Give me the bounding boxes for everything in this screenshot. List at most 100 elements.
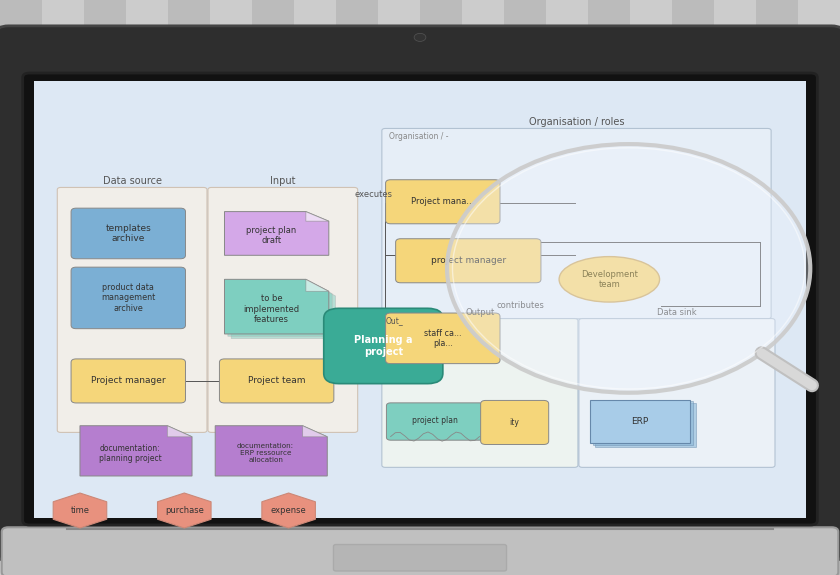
Text: Organisation / roles: Organisation / roles (528, 117, 624, 127)
Bar (630, 161, 672, 202)
Bar (378, 327, 420, 368)
Bar (420, 451, 462, 492)
Text: Output: Output (465, 308, 495, 317)
Bar (798, 451, 840, 492)
Bar (504, 534, 546, 575)
Bar (546, 161, 588, 202)
Bar (504, 161, 546, 202)
FancyBboxPatch shape (386, 313, 500, 363)
Bar (672, 492, 714, 534)
Bar (336, 78, 378, 120)
FancyBboxPatch shape (595, 403, 696, 447)
Bar (798, 327, 840, 368)
Bar (672, 161, 714, 202)
Bar (714, 0, 756, 37)
Bar (630, 285, 672, 327)
Bar (294, 120, 336, 161)
Bar (168, 202, 210, 244)
Bar (0, 78, 42, 120)
Bar (504, 202, 546, 244)
Bar (672, 0, 714, 37)
Bar (126, 285, 168, 327)
Bar (588, 368, 630, 409)
Bar (630, 244, 672, 285)
Bar (672, 285, 714, 327)
Bar (0, 285, 42, 327)
Bar (42, 327, 84, 368)
Polygon shape (53, 493, 107, 528)
Bar (168, 368, 210, 409)
Bar (672, 120, 714, 161)
Bar (252, 78, 294, 120)
Bar (336, 37, 378, 78)
Bar (588, 492, 630, 534)
Bar (84, 534, 126, 575)
Bar (630, 534, 672, 575)
Bar (378, 0, 420, 37)
Bar (588, 202, 630, 244)
Bar (798, 37, 840, 78)
Bar (168, 451, 210, 492)
Bar (588, 161, 630, 202)
Bar (672, 202, 714, 244)
Bar (756, 327, 798, 368)
Bar (336, 368, 378, 409)
Bar (126, 368, 168, 409)
Ellipse shape (559, 256, 659, 302)
Bar (630, 327, 672, 368)
Bar (294, 202, 336, 244)
Bar (714, 120, 756, 161)
Circle shape (447, 144, 811, 393)
Bar (84, 285, 126, 327)
FancyBboxPatch shape (71, 359, 186, 403)
Bar (168, 161, 210, 202)
Bar (630, 202, 672, 244)
Bar (84, 409, 126, 451)
FancyBboxPatch shape (23, 73, 817, 525)
Bar (126, 534, 168, 575)
Bar (420, 285, 462, 327)
Bar (336, 0, 378, 37)
Bar (252, 534, 294, 575)
Bar (798, 0, 840, 37)
Bar (420, 409, 462, 451)
Bar (714, 327, 756, 368)
Bar (630, 120, 672, 161)
Bar (378, 202, 420, 244)
Bar (126, 451, 168, 492)
Bar (798, 409, 840, 451)
Bar (630, 78, 672, 120)
Bar (546, 78, 588, 120)
Bar (210, 78, 252, 120)
Bar (420, 37, 462, 78)
Bar (378, 78, 420, 120)
FancyBboxPatch shape (382, 128, 771, 319)
Bar (0, 451, 42, 492)
Bar (126, 244, 168, 285)
Bar (630, 0, 672, 37)
Bar (420, 161, 462, 202)
Bar (462, 285, 504, 327)
Text: Development
team: Development team (581, 270, 638, 289)
Bar (336, 120, 378, 161)
FancyBboxPatch shape (2, 527, 838, 575)
Bar (336, 492, 378, 534)
Polygon shape (158, 493, 211, 528)
Bar (336, 285, 378, 327)
Bar (714, 451, 756, 492)
Bar (84, 244, 126, 285)
Bar (168, 120, 210, 161)
Bar (294, 368, 336, 409)
Bar (252, 0, 294, 37)
Bar (462, 327, 504, 368)
Bar (126, 37, 168, 78)
Bar (420, 368, 462, 409)
Bar (714, 37, 756, 78)
Text: Organisation / -: Organisation / - (390, 132, 449, 141)
Bar (756, 492, 798, 534)
Bar (546, 244, 588, 285)
Bar (336, 534, 378, 575)
Bar (336, 244, 378, 285)
Text: templates
archive: templates archive (105, 224, 151, 243)
Polygon shape (215, 426, 328, 476)
